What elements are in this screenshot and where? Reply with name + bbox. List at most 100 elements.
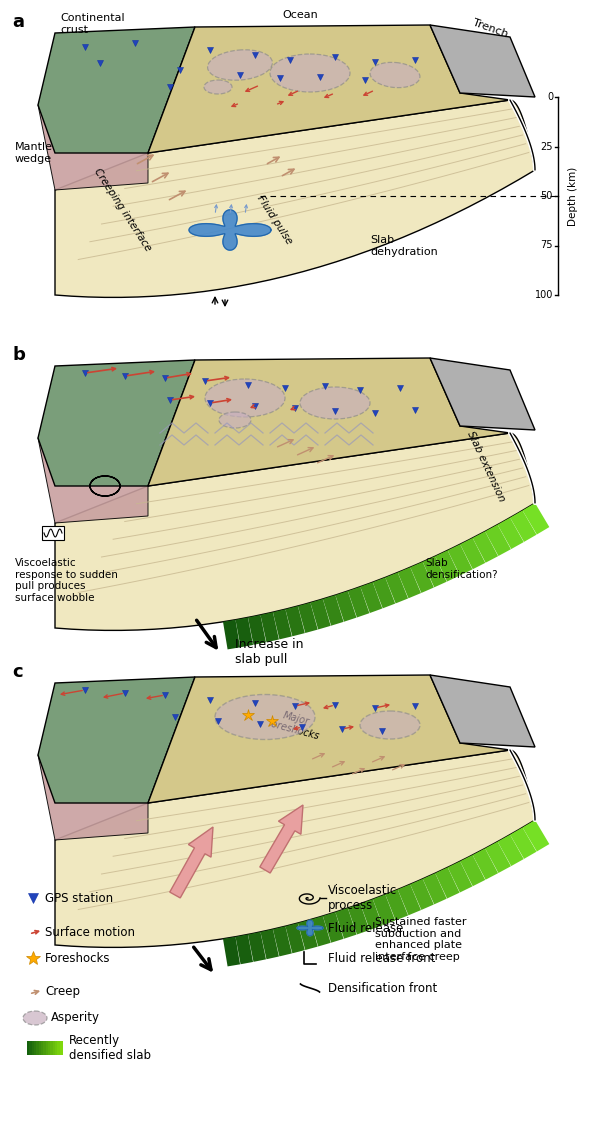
Polygon shape [148, 675, 510, 802]
Text: Mantle
wedge: Mantle wedge [15, 142, 53, 164]
Text: a: a [12, 13, 24, 31]
Polygon shape [410, 561, 434, 592]
Polygon shape [235, 934, 253, 964]
Polygon shape [55, 100, 535, 297]
Polygon shape [435, 550, 460, 582]
Polygon shape [430, 358, 535, 430]
Ellipse shape [204, 80, 232, 94]
Polygon shape [38, 28, 195, 153]
Polygon shape [148, 358, 510, 486]
Polygon shape [348, 903, 369, 934]
Ellipse shape [215, 695, 315, 739]
Polygon shape [498, 835, 524, 866]
Polygon shape [148, 25, 510, 153]
Polygon shape [498, 518, 524, 549]
Text: Slab
densification?: Slab densification? [425, 558, 498, 580]
Bar [43, 1041, 47, 1055]
Polygon shape [423, 874, 447, 905]
Polygon shape [260, 929, 279, 960]
Polygon shape [336, 908, 356, 939]
Text: Recently
densified slab: Recently densified slab [69, 1034, 151, 1062]
Polygon shape [323, 912, 343, 943]
Polygon shape [398, 884, 421, 915]
Bar [55, 1041, 58, 1055]
Polygon shape [448, 861, 472, 892]
Polygon shape [310, 916, 331, 946]
Polygon shape [38, 360, 195, 523]
Text: Slab
dehydration: Slab dehydration [370, 235, 438, 257]
Polygon shape [523, 820, 549, 852]
Polygon shape [460, 538, 485, 569]
Text: Asperity: Asperity [51, 1011, 100, 1024]
Polygon shape [373, 577, 395, 608]
Bar [36, 1041, 40, 1055]
Polygon shape [298, 603, 318, 633]
Polygon shape [310, 599, 331, 629]
Ellipse shape [207, 49, 273, 80]
Text: 100: 100 [535, 290, 553, 300]
Text: Slab extension: Slab extension [465, 429, 507, 503]
Bar [48, 1041, 51, 1055]
Text: 50: 50 [541, 191, 553, 201]
Polygon shape [485, 841, 511, 872]
Ellipse shape [219, 412, 251, 428]
Polygon shape [273, 926, 292, 956]
Text: Foreshocks: Foreshocks [45, 952, 110, 964]
Polygon shape [361, 582, 383, 613]
Polygon shape [361, 899, 383, 930]
Ellipse shape [270, 54, 350, 92]
Polygon shape [435, 868, 460, 899]
Text: Viscoelastic
response to sudden
pull produces
surface wobble: Viscoelastic response to sudden pull pro… [15, 558, 118, 603]
Text: Fluid release: Fluid release [328, 922, 403, 934]
Polygon shape [285, 923, 305, 953]
Polygon shape [386, 890, 408, 921]
Polygon shape [235, 618, 253, 647]
Polygon shape [473, 848, 498, 879]
Text: Trench: Trench [471, 17, 509, 39]
FancyBboxPatch shape [42, 526, 64, 540]
Polygon shape [423, 556, 447, 588]
Polygon shape [248, 615, 266, 645]
Polygon shape [523, 503, 549, 535]
Polygon shape [510, 828, 536, 859]
Polygon shape [38, 28, 195, 191]
Bar [59, 1041, 63, 1055]
Polygon shape [410, 879, 434, 910]
Text: Creep: Creep [45, 985, 80, 999]
Bar [31, 1041, 35, 1055]
Polygon shape [473, 532, 498, 563]
Polygon shape [285, 606, 305, 636]
Bar [41, 1041, 45, 1055]
Polygon shape [297, 921, 323, 936]
Bar [53, 1041, 56, 1055]
Ellipse shape [370, 62, 420, 87]
Text: 75: 75 [541, 240, 553, 250]
Bar [27, 1041, 30, 1055]
Bar [50, 1041, 53, 1055]
Polygon shape [373, 894, 395, 925]
Polygon shape [38, 360, 195, 486]
Polygon shape [485, 525, 511, 556]
Ellipse shape [205, 379, 285, 417]
Text: Increase in
slab pull: Increase in slab pull [235, 638, 304, 666]
Text: Depth (km): Depth (km) [568, 166, 578, 226]
Text: GPS station: GPS station [45, 892, 113, 905]
Text: c: c [12, 664, 23, 681]
Text: 0: 0 [547, 92, 553, 102]
Polygon shape [223, 620, 240, 650]
Ellipse shape [300, 387, 370, 419]
Polygon shape [273, 610, 292, 639]
Polygon shape [298, 920, 318, 951]
Bar [58, 1041, 61, 1055]
Text: Viscoelastic
process: Viscoelastic process [328, 884, 397, 912]
Polygon shape [448, 544, 472, 575]
Polygon shape [260, 805, 303, 872]
Ellipse shape [360, 711, 420, 739]
Text: Densification front: Densification front [328, 982, 437, 994]
Polygon shape [170, 827, 213, 898]
Polygon shape [38, 677, 195, 802]
Polygon shape [55, 750, 535, 947]
Polygon shape [398, 567, 421, 598]
Polygon shape [336, 591, 356, 622]
Text: Fluid release front: Fluid release front [328, 952, 435, 964]
